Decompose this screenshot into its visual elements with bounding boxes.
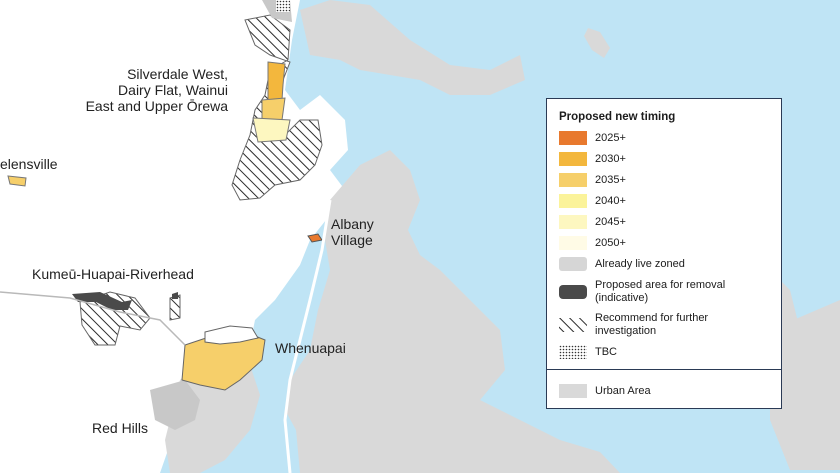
swatch-live-zoned — [559, 257, 587, 271]
swatch-hatch — [559, 318, 587, 332]
zone-albany-2025 — [307, 233, 323, 243]
zone-silverdale-2035 — [261, 97, 286, 121]
legend-label: 2050+ — [595, 236, 626, 249]
swatch-2035 — [559, 173, 587, 187]
swatch-2030 — [559, 152, 587, 166]
urban-west — [165, 355, 260, 473]
label-helensville: elensville — [0, 156, 58, 172]
legend-label: 2045+ — [595, 215, 626, 228]
label-kumeu: Kumeū-Huapai-Riverhead — [32, 266, 194, 282]
urban-peninsula — [300, 0, 525, 95]
zone-whenuapai-live — [204, 325, 259, 345]
legend-item-2050: 2050+ — [559, 236, 626, 250]
legend-item-2025: 2025+ — [559, 131, 626, 145]
legend-item-tbc: TBC — [559, 345, 617, 359]
legend-divider — [547, 369, 781, 370]
legend-title: Proposed new timing — [559, 111, 676, 123]
legend-label: Already live zoned — [595, 257, 685, 270]
legend-label: 2025+ — [595, 131, 626, 144]
label-silverdale: Silverdale West, Dairy Flat, Wainui East… — [85, 66, 228, 114]
zone-silverdale-tbc — [276, 0, 290, 12]
island-tiritiri — [584, 28, 610, 58]
road-motorway — [283, 199, 332, 473]
swatch-dots — [559, 345, 587, 359]
zone-kumeu-removal — [72, 292, 132, 310]
legend-label: Proposed area for removal (indicative) — [595, 279, 726, 304]
legend-item-investigation: Recommend for further investigation — [559, 312, 708, 338]
legend-item-live-zoned: Already live zoned — [559, 257, 685, 271]
legend-label: 2035+ — [595, 173, 626, 186]
legend-item-urban-area: Urban Area — [559, 384, 651, 398]
swatch-2050 — [559, 236, 587, 250]
road-west — [0, 291, 186, 346]
zone-silverdale-2045 — [252, 117, 291, 143]
zone-kumeu-removal-east — [172, 292, 178, 299]
legend-item-2035: 2035+ — [559, 173, 626, 187]
urban-red-hills — [150, 380, 200, 430]
legend-item-2030: 2030+ — [559, 152, 626, 166]
map-legend: Proposed new timing 2025+ 2030+ 2035+ 20… — [546, 98, 782, 409]
legend-item-2040: 2040+ — [559, 194, 626, 208]
swatch-urban-area — [559, 384, 587, 398]
zone-silverdale-2030 — [267, 61, 286, 103]
urban-north-shore — [285, 150, 620, 473]
legend-label: Recommend for further investigation — [595, 312, 709, 337]
legend-label: Urban Area — [595, 384, 651, 397]
swatch-2040 — [559, 194, 587, 208]
swatch-2025 — [559, 131, 587, 145]
zone-helensville — [7, 175, 27, 187]
legend-item-2045: 2045+ — [559, 215, 626, 229]
label-red-hills: Red Hills — [92, 420, 149, 436]
legend-label: 2040+ — [595, 194, 626, 207]
legend-label: 2030+ — [595, 152, 626, 165]
label-whenuapai: Whenuapai — [275, 340, 346, 356]
legend-label: TBC — [595, 345, 617, 358]
swatch-removal — [559, 285, 587, 299]
label-albany: Albany Village — [331, 216, 374, 248]
island-southeast — [770, 300, 840, 470]
legend-item-removal: Proposed area for removal (indicative) — [559, 279, 725, 305]
swatch-2045 — [559, 215, 587, 229]
